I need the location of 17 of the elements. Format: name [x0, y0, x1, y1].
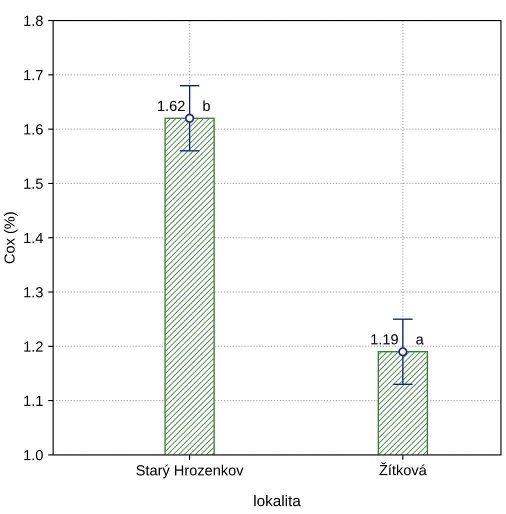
- y-tick-label: 1.3: [24, 287, 43, 298]
- x-tick-label: Starý Hrozenkov: [136, 464, 244, 478]
- x-axis-title: lokalita: [254, 495, 301, 506]
- y-tick-label: 1.6: [24, 124, 43, 135]
- y-tick-label: 1.5: [24, 178, 43, 189]
- y-tick-label: 1.4: [24, 232, 43, 244]
- annotation: b: [203, 100, 210, 112]
- data-label: 1.19: [371, 334, 398, 345]
- annotation: a: [416, 336, 424, 345]
- y-tick-label: 1.2: [24, 341, 43, 352]
- y-tick-label: 1.8: [24, 16, 43, 26]
- data-label: 1.62: [158, 100, 185, 112]
- y-tick-label: 1.0: [24, 450, 43, 460]
- x-tick-label: Žítková: [379, 462, 427, 476]
- y-axis-title: Cox (%): [4, 212, 18, 264]
- y-tick-label: 1.1: [24, 396, 43, 406]
- y-tick-label: 1.7: [24, 70, 43, 80]
